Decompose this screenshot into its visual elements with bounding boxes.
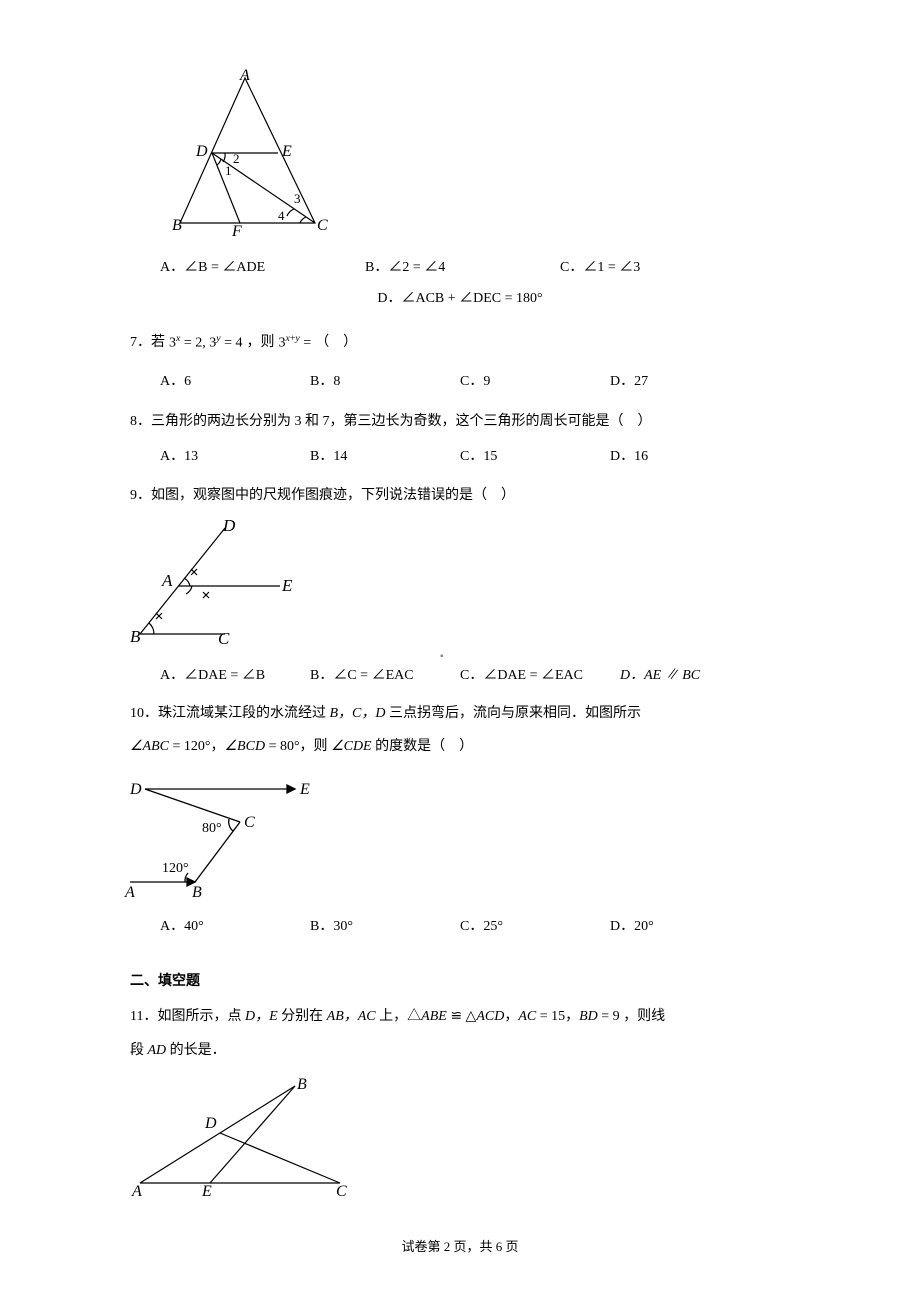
q11-mid2: 上，△	[376, 1009, 422, 1024]
q11-abac: AB，AC	[327, 1009, 376, 1024]
q11-cong: ≌ △	[447, 1009, 477, 1024]
q9-option-B: B．∠C = ∠EAC	[310, 663, 460, 688]
q11-figure: A B C D E	[130, 1071, 790, 1205]
q9-label-B: B	[130, 627, 141, 646]
q11-abe: ABE	[421, 1009, 447, 1024]
q11-ac: AC	[518, 1009, 536, 1024]
label-D: D	[195, 143, 208, 160]
q10-line1-prefix: 10．珠江流域某江段的水流经过	[130, 706, 330, 721]
q11-label-B: B	[297, 1076, 307, 1093]
label-F: F	[231, 223, 242, 238]
q10-label-D: D	[129, 781, 142, 798]
q11-line2-prefix: 段	[130, 1043, 148, 1058]
q10-label-E: E	[299, 781, 310, 798]
label-3: 3	[294, 191, 301, 206]
q7-paren: （ ）	[315, 330, 357, 355]
label-C: C	[317, 217, 328, 234]
q9-label-C: C	[218, 629, 230, 646]
q9-option-A: A．∠DAE = ∠B	[160, 663, 310, 688]
label-A: A	[239, 68, 250, 84]
q10-line1-suffix: 三点拐弯后，流向与原来相同．如图所示	[386, 706, 642, 721]
q10-label-B: B	[192, 884, 202, 897]
q7-option-B: B．8	[310, 369, 460, 394]
q8-option-C: C．15	[460, 444, 610, 469]
q11-mid4: ，	[565, 1009, 579, 1024]
q10-option-C: C．25°	[460, 914, 610, 939]
q9: 9．如图，观察图中的尺规作图痕迹，下列说法错误的是（ ） A B C D E	[130, 483, 790, 689]
q10-label-120: 120°	[162, 861, 189, 876]
q11-label-A: A	[131, 1183, 142, 1196]
q6-options-container: A．∠B = ∠ADE B．∠2 = ∠4 C．∠1 = ∠3 D．∠ACB +…	[130, 255, 790, 311]
q8-option-D: D．16	[610, 444, 760, 469]
label-2: 2	[233, 151, 240, 166]
q10-label-C: C	[244, 814, 255, 831]
q7-prefix: 7．若	[130, 330, 165, 355]
q11-label-C: C	[336, 1183, 347, 1196]
q10-label-A: A	[124, 884, 135, 897]
q9-label-E: E	[281, 576, 293, 595]
q6-option-B: B．∠2 = ∠4	[365, 255, 515, 280]
q11-label-E: E	[201, 1183, 212, 1196]
section2-title: 二、填空题	[130, 969, 790, 994]
center-marker: ▪	[440, 648, 444, 666]
q10-label-80: 80°	[202, 821, 222, 836]
q11: 11．如图所示，点 D，E 分别在 AB，AC 上，△ABE ≌ △ACD，AC…	[130, 1004, 790, 1205]
q8: 8．三角形的两边长分别为 3 和 7，第三边长为奇数，这个三角形的周长可能是（ …	[130, 409, 790, 469]
label-E: E	[281, 143, 292, 160]
q8-text: 8．三角形的两边长分别为 3 和 7，第三边长为奇数，这个三角形的周长可能是（ …	[130, 409, 790, 434]
q10-figure: A B D E 120° 80° C	[120, 767, 790, 906]
q11-bd: BD	[579, 1009, 598, 1024]
q6-option-D: D．∠ACB + ∠DEC = 180°	[377, 291, 542, 306]
q6-option-C: C．∠1 = ∠3	[560, 255, 640, 280]
label-4: 4	[278, 208, 285, 223]
q11-mid1: 分别在	[278, 1009, 327, 1024]
q7: 7．若 3x = 2, 3y = 4 ，则 3x+y = （ ） A．6 B．8…	[130, 330, 790, 395]
label-1: 1	[225, 163, 232, 178]
q7-option-C: C．9	[460, 369, 610, 394]
q6-option-A: A．∠B = ∠ADE	[160, 255, 320, 280]
q11-line2-suffix: 的长是．	[166, 1043, 226, 1058]
q10-option-D: D．20°	[610, 914, 760, 939]
q10-option-A: A．40°	[160, 914, 310, 939]
q9-option-D: D．AE ∥ BC	[620, 663, 700, 688]
page-footer: 试卷第 2 页，共 6 页	[130, 1235, 790, 1258]
q10: 10．珠江流域某江段的水流经过 B，C，D 三点拐弯后，流向与原来相同．如图所示…	[130, 701, 790, 940]
q9-option-C: C．∠DAE = ∠EAC	[460, 663, 620, 688]
q8-option-A: A．13	[160, 444, 310, 469]
q11-acd: ACD	[476, 1009, 504, 1024]
label-B: B	[172, 217, 182, 234]
q6-figure: A B C D E F 1 2 3 4	[170, 68, 790, 247]
q11-suffix: ，则线	[623, 1009, 665, 1024]
q7-mid: ，则	[247, 330, 275, 355]
q10-bcd: B，C，D	[330, 706, 386, 721]
q8-option-B: B．14	[310, 444, 460, 469]
q9-figure: A B C D E	[130, 516, 790, 655]
q9-label-A: A	[161, 571, 173, 590]
q11-de: D，E	[245, 1009, 278, 1024]
q11-label-D: D	[204, 1115, 217, 1132]
q11-prefix: 11．如图所示，点	[130, 1009, 245, 1024]
q9-label-D: D	[222, 516, 236, 535]
q11-mid3: ，	[504, 1009, 518, 1024]
q7-option-A: A．6	[160, 369, 310, 394]
q10-option-B: B．30°	[310, 914, 460, 939]
q11-ad: AD	[148, 1043, 167, 1058]
q7-option-D: D．27	[610, 369, 760, 394]
q10-line2: ∠ABC = 120°，∠BCD = 80°，则 ∠CDE 的度数是（ ）	[130, 734, 790, 759]
q9-text: 9．如图，观察图中的尺规作图痕迹，下列说法错误的是（ ）	[130, 483, 790, 508]
